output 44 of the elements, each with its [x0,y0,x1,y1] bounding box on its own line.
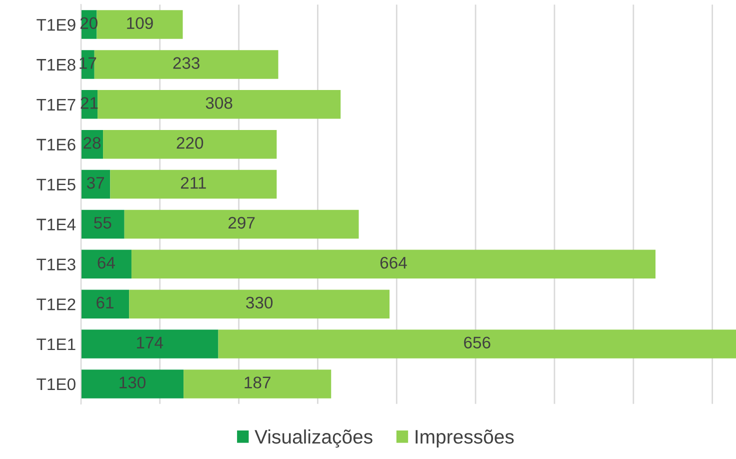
data-label: 211 [180,176,206,189]
bar [80,210,124,239]
y-tick-label: T1E1 [36,338,76,350]
bar [129,290,390,318]
y-tick-label: T1E4 [36,218,76,230]
data-label: 187 [244,376,270,388]
data-label: 37 [86,176,104,189]
bar [218,330,736,358]
data-label: 55 [94,217,112,229]
data-label: 61 [96,296,114,309]
bar [96,10,183,39]
data-label: 308 [206,97,232,109]
bar [80,290,130,318]
bar [110,170,277,199]
data-label: 233 [173,57,200,69]
data-label: 109 [127,17,153,30]
data-label: 656 [464,336,490,348]
data-label: 220 [176,137,204,149]
data-label: 330 [246,296,273,309]
bar [80,330,218,358]
bar [184,370,332,398]
bar [80,250,132,279]
data-label: 130 [120,376,146,388]
data-label: 174 [136,336,164,348]
bar [124,210,359,239]
y-tick-label: T1E0 [36,378,76,390]
data-label: 64 [98,256,115,269]
y-tick-label: T1E3 [36,258,76,270]
data-label: 297 [228,216,255,229]
bar [80,170,110,199]
y-tick-label: T1E5 [36,178,76,190]
data-label: 664 [380,256,407,269]
y-tick-label: T1E8 [36,58,76,71]
bar [103,130,277,159]
bar [98,90,341,119]
y-tick-label: T1E6 [36,138,76,151]
bar [80,370,184,398]
legend-label: Visualizações [254,429,372,448]
y-tick-label: T1E9 [36,18,76,31]
y-tick-label: T1E7 [36,98,76,110]
bar [131,250,656,279]
data-label: 28 [84,137,101,149]
legend-label: Impressões [416,430,514,448]
y-tick-label: T1E2 [36,298,76,310]
